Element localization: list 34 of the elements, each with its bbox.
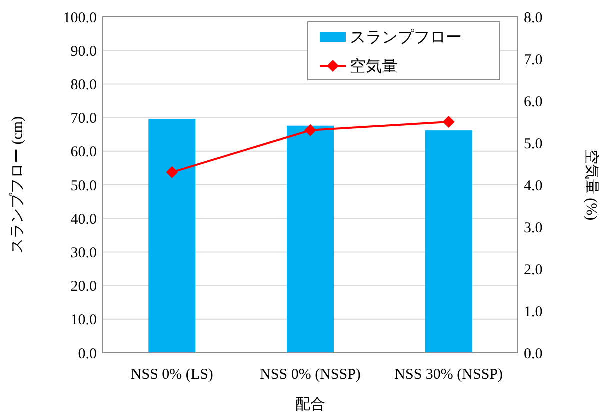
x-tick-label: NSS 30% (NSSP)	[394, 367, 504, 383]
bar	[425, 130, 472, 353]
legend-label: 空気量	[350, 58, 398, 76]
y2-tick-label: 0.0	[524, 346, 543, 362]
point	[166, 166, 178, 178]
y-tick-label: 80.0	[70, 77, 97, 94]
y-axis-title: スランプフロー (cm)	[9, 116, 26, 254]
point	[442, 116, 455, 128]
y2-tick-label: 3.0	[524, 220, 543, 236]
y-tick-label: 30.0	[70, 245, 97, 262]
y-tick-label: 40.0	[70, 212, 97, 228]
y-tick-label: 20.0	[70, 279, 97, 296]
x-axis-title: 配合	[296, 396, 326, 413]
y2-axis-title: 空気量 (%)	[583, 149, 600, 221]
y-tick-label: 70.0	[70, 111, 97, 128]
bar	[148, 119, 196, 353]
bar	[286, 126, 334, 353]
y-tick-label: 100.0	[63, 10, 97, 26]
y2-tick-label: 8.0	[524, 10, 543, 26]
x-tick-label: NSS 0% (LS)	[130, 367, 214, 383]
y-tick-label: 60.0	[70, 144, 97, 161]
y2-tick-label: 4.0	[524, 178, 543, 194]
y-tick-label: 10.0	[70, 312, 97, 329]
y2-tick-label: 7.0	[524, 52, 543, 68]
legend-label: スランプフロー	[350, 28, 462, 47]
point	[304, 124, 316, 136]
y2-tick-label: 6.0	[524, 94, 543, 110]
y2-tick-label: 2.0	[524, 262, 543, 278]
y2-tick-label: 1.0	[524, 304, 543, 320]
x-tick-label: NSS 0% (NSSP)	[260, 367, 361, 383]
y-tick-label: 50.0	[70, 178, 97, 194]
y-tick-label: 90.0	[70, 44, 97, 60]
y-tick-label: 0.0	[78, 346, 97, 362]
y2-tick-label: 5.0	[524, 136, 543, 152]
